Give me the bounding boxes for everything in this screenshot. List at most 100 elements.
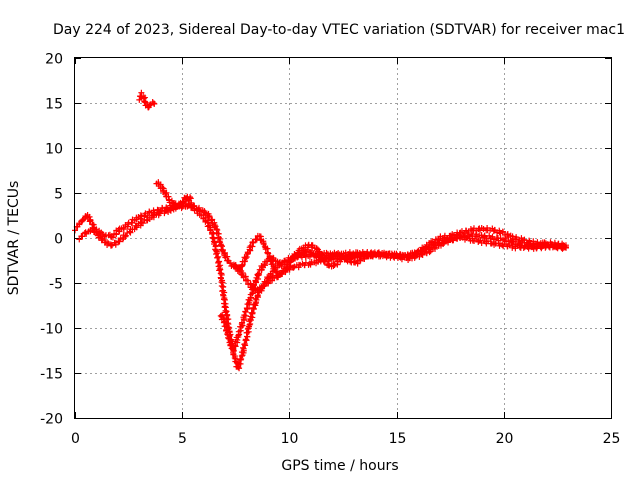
data-point	[184, 202, 191, 209]
x-tick-label: 5	[178, 431, 187, 447]
data-point	[436, 236, 443, 243]
x-axis-label: GPS time / hours	[281, 458, 398, 474]
data-point	[187, 195, 194, 202]
data-point	[463, 234, 470, 241]
series-outlier-cluster	[136, 89, 158, 111]
data-point	[216, 238, 223, 245]
data-point	[162, 208, 169, 215]
data-point	[98, 237, 105, 244]
data-point	[499, 241, 506, 248]
x-tick-label: 10	[281, 431, 299, 447]
plot-frame	[74, 57, 612, 419]
data-point	[347, 256, 354, 263]
data-point	[440, 240, 447, 247]
data-point	[230, 347, 237, 354]
data-point	[258, 285, 265, 292]
data-point	[287, 258, 294, 265]
data-point	[275, 274, 282, 281]
data-point	[122, 232, 129, 239]
y-tick-label: 10	[45, 142, 63, 158]
y-axis: -20 -15 -10 -5 0 5 10 15 20	[40, 52, 611, 428]
data-point	[180, 198, 187, 205]
data-point	[261, 282, 268, 289]
data-point	[139, 220, 146, 227]
data-point	[224, 331, 231, 338]
series-spike-6h	[153, 179, 194, 210]
data-points	[72, 89, 569, 372]
data-point	[264, 249, 271, 256]
data-point	[76, 236, 83, 243]
data-point	[216, 267, 223, 274]
data-point	[206, 213, 213, 220]
data-point	[187, 194, 194, 201]
data-point	[520, 245, 527, 252]
data-point	[159, 184, 166, 191]
data-point	[372, 251, 379, 258]
data-point	[322, 258, 329, 265]
data-point	[99, 236, 106, 243]
data-point	[339, 253, 346, 260]
data-point	[166, 196, 173, 203]
x-tick-label: 20	[496, 431, 514, 447]
data-point	[246, 244, 253, 251]
data-point	[453, 232, 460, 239]
data-point	[260, 239, 267, 246]
x-tick-label: 15	[389, 431, 407, 447]
data-point	[207, 226, 214, 233]
data-point	[151, 100, 158, 107]
data-point	[238, 356, 245, 363]
data-point	[205, 213, 212, 220]
data-point	[500, 236, 507, 243]
x-tick-label: 0	[71, 431, 80, 447]
data-point	[215, 253, 222, 260]
data-point	[422, 244, 429, 251]
data-point	[136, 96, 143, 103]
y-tick-label: -5	[49, 277, 63, 293]
data-point	[257, 237, 264, 244]
y-tick-label: 20	[45, 52, 63, 68]
data-point	[218, 282, 225, 289]
data-point	[490, 228, 497, 235]
data-point	[218, 271, 225, 278]
x-tick-label: 25	[603, 431, 621, 447]
y-axis-label: SDTVAR / TECUs	[6, 181, 22, 296]
data-point	[79, 233, 86, 240]
data-point	[238, 271, 245, 278]
data-point	[242, 255, 249, 262]
data-point	[116, 238, 123, 245]
data-point	[290, 264, 297, 271]
data-point	[307, 261, 314, 268]
data-point	[146, 102, 153, 109]
y-tick-label: 5	[54, 187, 63, 203]
data-point	[241, 341, 248, 348]
data-point	[431, 239, 438, 246]
data-point	[212, 223, 219, 230]
data-point	[165, 193, 172, 200]
series-track-d	[230, 232, 379, 281]
y-tick-label: -10	[40, 322, 63, 338]
data-point	[214, 254, 221, 261]
grid	[75, 58, 611, 418]
chart-title: Day 224 of 2023, Sidereal Day-to-day VTE…	[53, 22, 625, 38]
data-point	[271, 264, 278, 271]
data-point	[243, 305, 250, 312]
data-point	[87, 217, 94, 224]
data-point	[327, 254, 334, 261]
data-point	[431, 245, 438, 252]
data-point	[217, 274, 224, 281]
data-point	[423, 243, 430, 250]
data-point	[541, 239, 548, 246]
data-point	[156, 209, 163, 216]
data-point	[393, 253, 400, 260]
data-point	[255, 270, 262, 277]
data-point	[209, 234, 216, 241]
data-point	[480, 226, 487, 233]
data-point	[254, 293, 261, 300]
data-point	[236, 365, 243, 372]
data-point	[225, 334, 232, 341]
data-point	[227, 259, 234, 266]
data-point	[265, 280, 272, 287]
data-point	[243, 253, 250, 260]
data-point	[220, 291, 227, 298]
